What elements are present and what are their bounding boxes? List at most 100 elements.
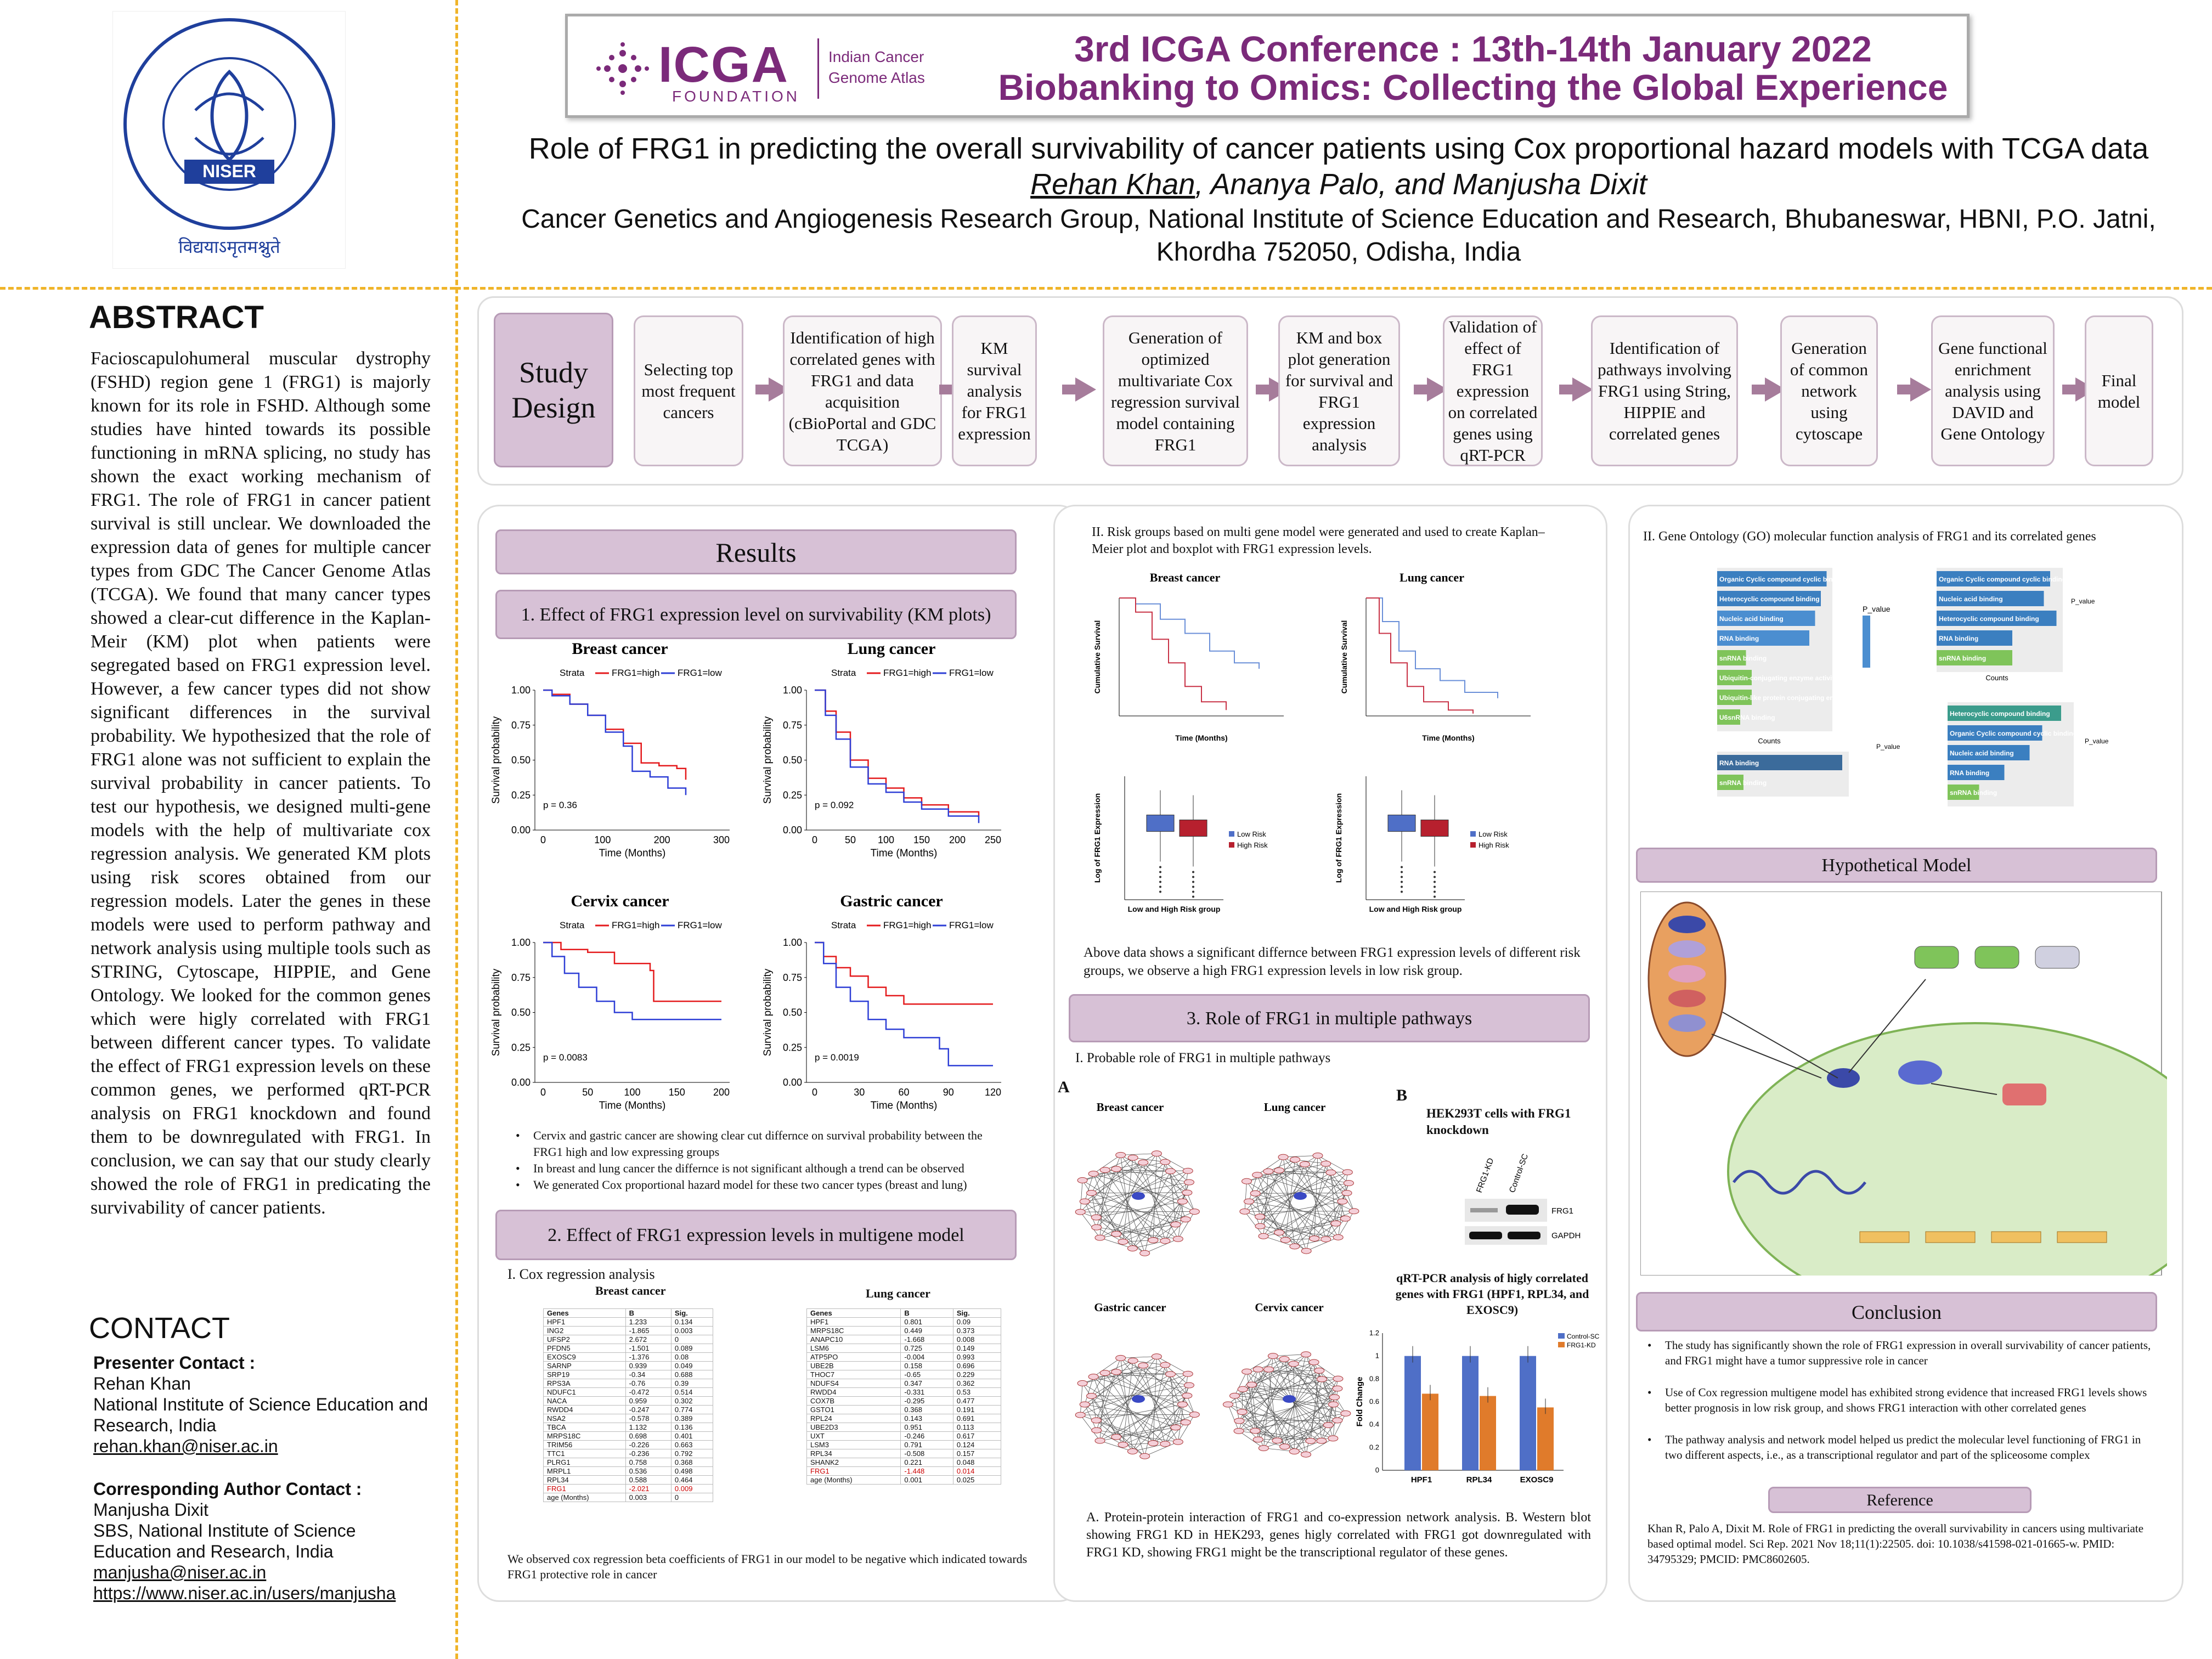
network-node: [1289, 1448, 1300, 1455]
flow-step: Generation of common network using cytos…: [1780, 315, 1878, 466]
network-node: [1348, 1208, 1359, 1215]
table-cell: 0.362: [952, 1379, 1002, 1388]
table-cell: -0.226: [625, 1440, 672, 1449]
table-cell: 0.158: [900, 1361, 953, 1370]
network-edge: [1132, 1171, 1171, 1249]
icga-foundation: FOUNDATION: [672, 88, 800, 105]
table-cell: 0.003: [625, 1493, 672, 1502]
km-y-label: Survival probability: [490, 716, 502, 804]
network-node: [1314, 1367, 1325, 1374]
network-edge: [1144, 1441, 1178, 1457]
network-edge: [1285, 1211, 1355, 1240]
network-title: Gastric cancer: [1094, 1301, 1166, 1314]
network-edge: [1096, 1430, 1178, 1442]
box-outlier: [1159, 890, 1161, 893]
table-row: RWDD4 -0.331 0.53: [806, 1387, 1002, 1397]
network-edge: [1279, 1170, 1349, 1183]
go-term: Organic Cyclic compound cyclic binding: [1939, 575, 2066, 583]
go-term: Organic Cyclic compound cyclic binding: [1719, 575, 1847, 583]
network-edge: [1346, 1193, 1355, 1211]
box-outlier: [1192, 881, 1194, 883]
network-node: [1118, 1441, 1128, 1448]
table-cell: 0.134: [670, 1317, 714, 1327]
network-node: [1139, 1250, 1150, 1256]
network-edge: [1242, 1369, 1259, 1390]
network-edge: [1263, 1235, 1295, 1247]
section3-subtitle: I. Probable role of FRG1 in multiple pat…: [1075, 1051, 1331, 1065]
box-outlier: [1401, 871, 1403, 873]
network-edge: [1268, 1369, 1339, 1379]
network-edge: [1239, 1420, 1259, 1440]
box-high-risk: [1179, 820, 1207, 837]
go-term: RNA binding: [1950, 769, 1989, 777]
network-edge: [1242, 1412, 1329, 1425]
network-edge: [1096, 1201, 1183, 1218]
go-bar: [1937, 611, 2057, 626]
network-edge: [1251, 1362, 1314, 1385]
qpcr-legend-label: Control-SC: [1567, 1333, 1600, 1340]
corresponding-url-link[interactable]: https://www.niser.ac.in/users/manjusha: [93, 1583, 396, 1603]
network-edge: [1099, 1440, 1133, 1452]
hyp-arrow: [1931, 1083, 1997, 1095]
km-y-label: Survival probability: [762, 716, 774, 804]
network-node: [1138, 1159, 1149, 1166]
qpcr-chart: 0 0.2 0.4 0.6 0.8 1 1.2 Fold Change HPF1 RPL34 EXO…: [1355, 1329, 1600, 1485]
qpcr-x-tick: EXOSC9: [1520, 1475, 1554, 1485]
table-cell: 0.368: [670, 1458, 714, 1467]
table-cell: RWDD4: [806, 1387, 901, 1397]
table-cell: 0.774: [670, 1405, 714, 1414]
network-node: [1274, 1167, 1284, 1173]
table-header-cell: Sig.: [670, 1308, 714, 1318]
network-node: [1189, 1411, 1200, 1418]
go-bar: [1937, 571, 2050, 586]
network-edge: [1091, 1373, 1105, 1396]
network-edge: [1317, 1155, 1348, 1173]
box-legend-low: Low Risk: [1479, 830, 1508, 838]
network-edge: [1116, 1365, 1144, 1437]
network-edge: [1258, 1358, 1285, 1370]
km-x-tick: 150: [669, 1087, 685, 1098]
network-node: [1079, 1198, 1090, 1205]
network-node: [1242, 1368, 1252, 1375]
table-cell: 0.951: [900, 1423, 953, 1432]
go-bar: [1717, 591, 1821, 606]
km-y-tick: 1.00: [783, 937, 802, 948]
table-cell: 0.514: [670, 1387, 714, 1397]
presenter-email-link[interactable]: rehan.khan@niser.ac.in: [93, 1436, 278, 1456]
network-edge: [1255, 1378, 1339, 1431]
table-cell: 0.696: [952, 1361, 1002, 1370]
network-edge: [1096, 1227, 1178, 1239]
network-edge: [1263, 1155, 1318, 1237]
network-edge: [1096, 1364, 1166, 1431]
table-cell: 0.791: [900, 1440, 953, 1449]
network-edge: [1322, 1379, 1338, 1421]
table-cell: 0.302: [670, 1396, 714, 1406]
hypothetical-model-diagram: [1640, 891, 2167, 1276]
go-term: Heterocyclic compound binding: [1719, 595, 1820, 603]
table-row: EXOSC9 -1.376 0.08: [543, 1352, 714, 1362]
presenter-institution: National Institute of Science Education …: [93, 1395, 428, 1435]
hyp-arrow: [1848, 979, 1926, 1073]
network-edge: [1122, 1211, 1195, 1242]
network-node: [1077, 1380, 1088, 1386]
network-title: Lung cancer: [1264, 1101, 1326, 1114]
table-cell: SARNP: [543, 1361, 626, 1370]
panel-b-label: B: [1396, 1086, 1408, 1104]
box-outlier: [1434, 871, 1436, 873]
network-edge: [1260, 1163, 1327, 1227]
km-legend-low: FRG1=low: [678, 668, 722, 678]
table-row: RPL34 0.588 0.464: [543, 1475, 714, 1485]
km-x-tick: 0: [540, 834, 546, 845]
network-edge: [1319, 1370, 1338, 1389]
network-node: [1332, 1417, 1343, 1424]
corresponding-email-link[interactable]: manjusha@niser.ac.in: [93, 1562, 267, 1582]
box-outlier: [1192, 890, 1194, 893]
qpcr-x-tick: RPL34: [1466, 1475, 1492, 1485]
conclusion-item: • Use of Cox regression multigene model h…: [1647, 1386, 2147, 1414]
network-edge: [1153, 1427, 1176, 1443]
conference-title: 3rd ICGA Conference : 13th-14th January …: [1074, 29, 1872, 69]
qpcr-y-tick: 0: [1375, 1466, 1379, 1474]
table-cell: -0.247: [625, 1405, 672, 1414]
network-edge: [1091, 1193, 1176, 1225]
go-bar: [1717, 571, 1827, 586]
